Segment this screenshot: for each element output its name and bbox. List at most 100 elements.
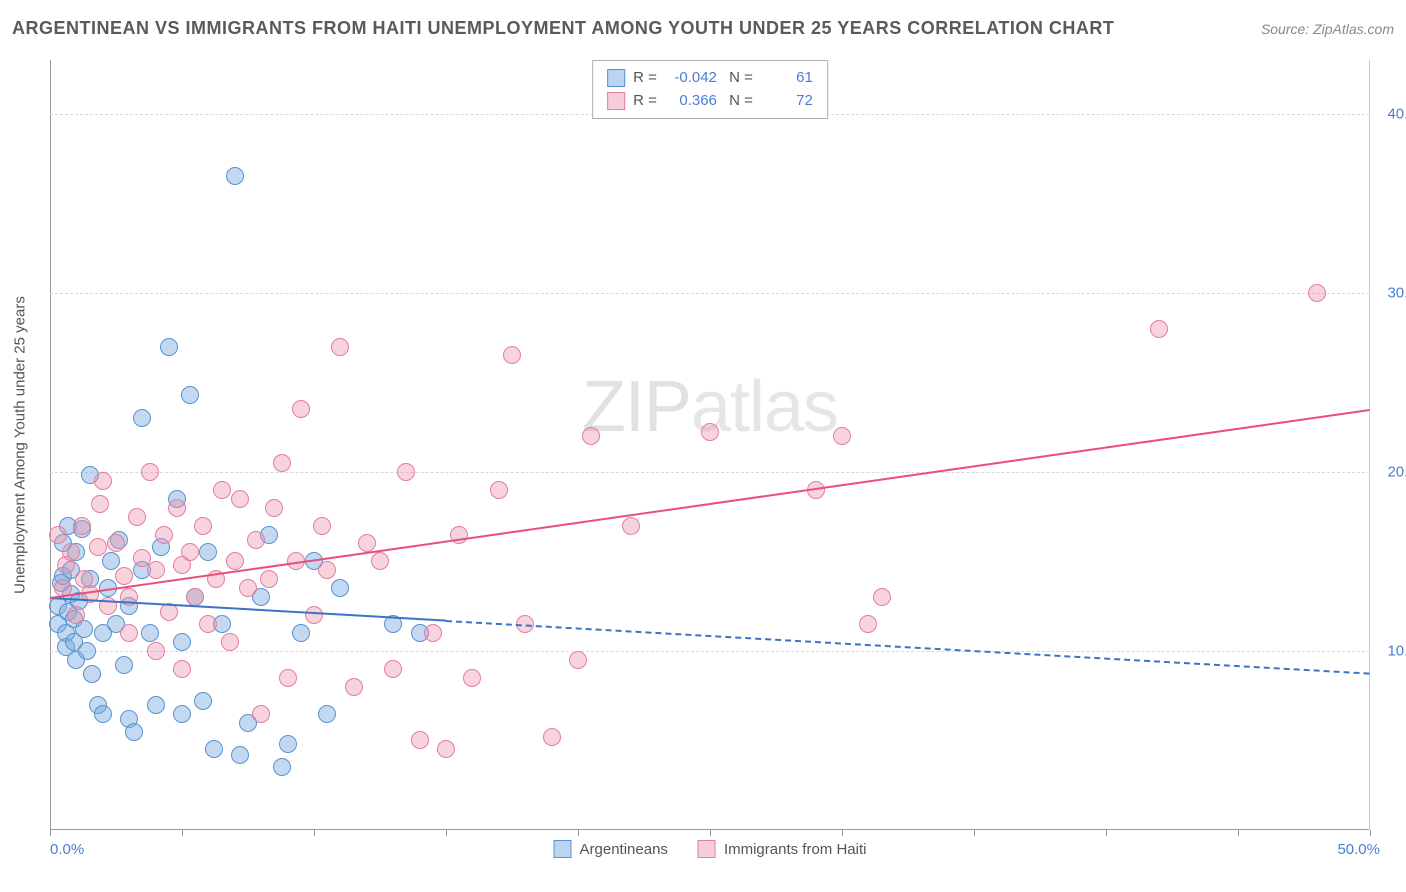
gridline [50, 472, 1370, 473]
scatter-point [292, 400, 310, 418]
scatter-point [99, 597, 117, 615]
scatter-point [141, 624, 159, 642]
scatter-point [120, 624, 138, 642]
x-tick [50, 830, 51, 836]
legend-item-argentineans: Argentineans [554, 840, 668, 858]
gridline [50, 293, 1370, 294]
trend-line [446, 620, 1370, 675]
scatter-point [67, 606, 85, 624]
x-tick [974, 830, 975, 836]
scatter-point [213, 481, 231, 499]
scatter-point [81, 585, 99, 603]
gridline [50, 651, 1370, 652]
swatch-blue-icon [607, 69, 625, 87]
scatter-point [226, 167, 244, 185]
scatter-point [273, 454, 291, 472]
scatter-point [94, 472, 112, 490]
y-tick-label: 40.0% [1387, 105, 1406, 122]
scatter-point [107, 534, 125, 552]
scatter-point [503, 346, 521, 364]
scatter-point [313, 517, 331, 535]
swatch-pink-icon [607, 92, 625, 110]
scatter-point [173, 633, 191, 651]
scatter-point [397, 463, 415, 481]
x-tick [446, 830, 447, 836]
x-tick [710, 830, 711, 836]
scatter-point [450, 526, 468, 544]
scatter-point [292, 624, 310, 642]
scatter-point [226, 552, 244, 570]
scatter-point [345, 678, 363, 696]
scatter-point [141, 463, 159, 481]
y-axis-label: Unemployment Among Youth under 25 years [12, 296, 29, 594]
scatter-point [384, 615, 402, 633]
scatter-point [807, 481, 825, 499]
x-tick [182, 830, 183, 836]
scatter-point [463, 669, 481, 687]
scatter-point [371, 552, 389, 570]
scatter-point [231, 490, 249, 508]
scatter-point [582, 427, 600, 445]
scatter-point [54, 579, 72, 597]
x-tick-label: 0.0% [50, 841, 84, 858]
scatter-point [358, 534, 376, 552]
scatter-point [102, 552, 120, 570]
x-tick [842, 830, 843, 836]
scatter-point [287, 552, 305, 570]
x-tick [578, 830, 579, 836]
scatter-point [62, 543, 80, 561]
scatter-point [260, 570, 278, 588]
scatter-point [194, 692, 212, 710]
scatter-point [49, 526, 67, 544]
legend-item-haiti: Immigrants from Haiti [698, 840, 867, 858]
scatter-point [94, 705, 112, 723]
scatter-point [231, 746, 249, 764]
scatter-point [279, 669, 297, 687]
scatter-plot: ZIPatlas 10.0%20.0%30.0%40.0%0.0%50.0% [50, 60, 1370, 830]
scatter-point [207, 570, 225, 588]
scatter-point [384, 660, 402, 678]
scatter-point [147, 561, 165, 579]
y-tick-label: 10.0% [1387, 642, 1406, 659]
source-label: Source: ZipAtlas.com [1261, 21, 1394, 37]
scatter-point [160, 338, 178, 356]
scatter-point [331, 338, 349, 356]
y-axis-line [50, 60, 51, 830]
scatter-point [873, 588, 891, 606]
scatter-point [205, 740, 223, 758]
scatter-point [318, 705, 336, 723]
scatter-point [265, 499, 283, 517]
scatter-point [424, 624, 442, 642]
scatter-point [194, 517, 212, 535]
x-tick [314, 830, 315, 836]
scatter-point [437, 740, 455, 758]
scatter-point [147, 642, 165, 660]
scatter-point [91, 495, 109, 513]
scatter-point [128, 508, 146, 526]
y-tick-label: 20.0% [1387, 463, 1406, 480]
scatter-point [1150, 320, 1168, 338]
scatter-point [89, 538, 107, 556]
scatter-point [173, 660, 191, 678]
scatter-point [173, 705, 191, 723]
scatter-point [569, 651, 587, 669]
scatter-point [160, 603, 178, 621]
scatter-point [168, 499, 186, 517]
scatter-point [83, 665, 101, 683]
scatter-point [247, 531, 265, 549]
x-tick-label: 50.0% [1337, 841, 1380, 858]
scatter-point [279, 735, 297, 753]
scatter-point [239, 579, 257, 597]
stats-row-pink: R = 0.366 N = 72 [607, 90, 813, 113]
chart-title: ARGENTINEAN VS IMMIGRANTS FROM HAITI UNE… [12, 18, 1114, 39]
scatter-point [305, 606, 323, 624]
scatter-point [252, 705, 270, 723]
swatch-pink-icon [698, 840, 716, 858]
swatch-blue-icon [554, 840, 572, 858]
scatter-point [115, 567, 133, 585]
scatter-point [73, 517, 91, 535]
scatter-point [701, 423, 719, 441]
bottom-legend: Argentineans Immigrants from Haiti [554, 840, 867, 858]
scatter-point [133, 409, 151, 427]
scatter-point [155, 526, 173, 544]
